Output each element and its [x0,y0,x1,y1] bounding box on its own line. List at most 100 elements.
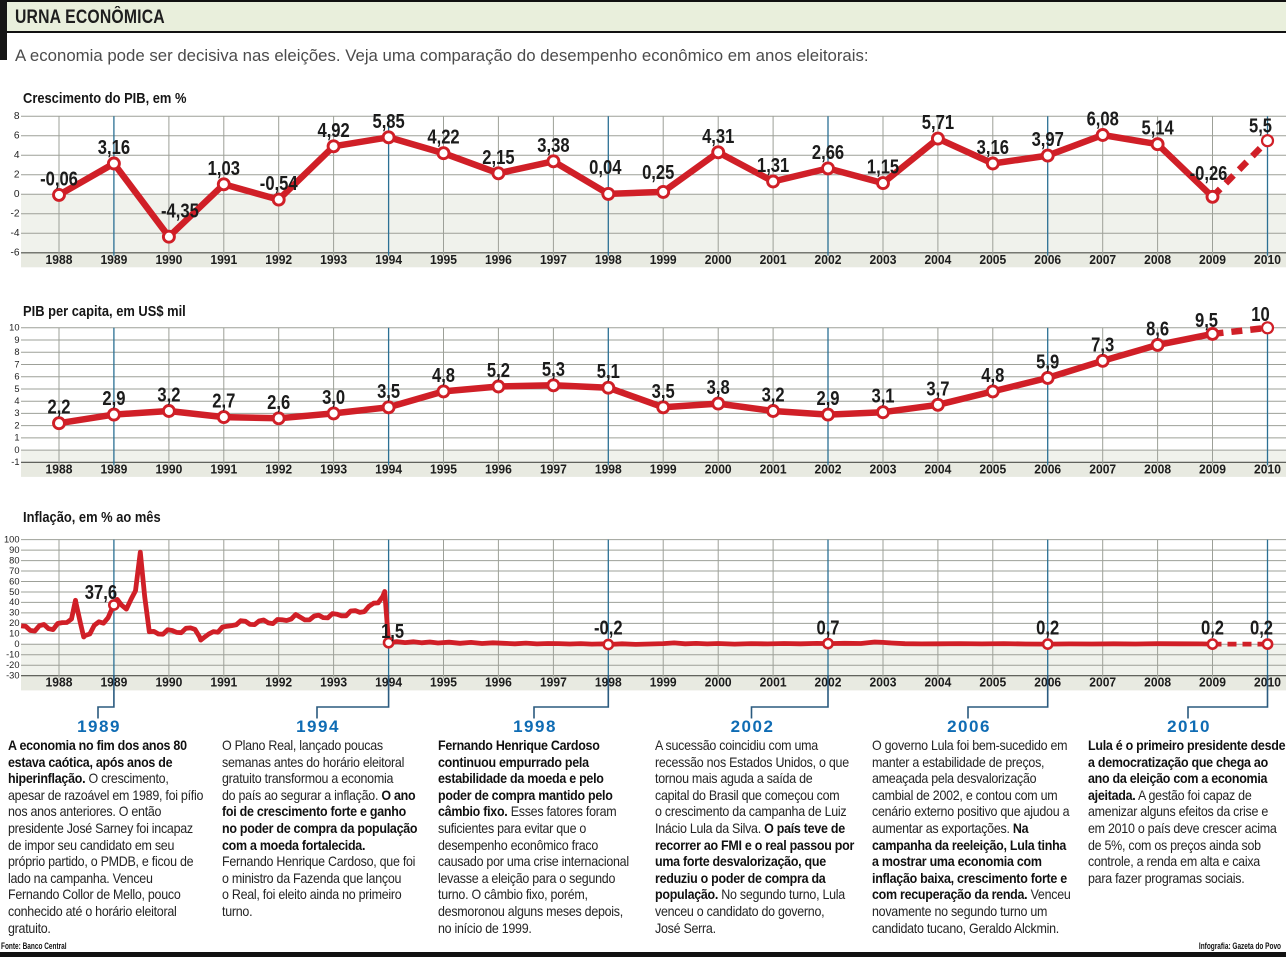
svg-text:4: 4 [14,150,20,161]
svg-text:-2: -2 [10,209,19,220]
svg-text:2009: 2009 [1199,253,1226,267]
svg-text:5,85: 5,85 [372,109,404,132]
svg-text:2002: 2002 [815,253,842,267]
svg-text:3,5: 3,5 [377,379,400,402]
svg-text:2,15: 2,15 [482,145,514,168]
svg-text:5,5: 5,5 [1249,114,1272,137]
svg-text:1: 1 [14,433,19,443]
svg-text:1992: 1992 [265,675,292,689]
svg-text:2009: 2009 [1199,462,1226,476]
svg-text:2005: 2005 [979,253,1006,267]
svg-text:2007: 2007 [1089,675,1116,689]
svg-text:9: 9 [14,335,19,345]
svg-text:2005: 2005 [979,675,1006,689]
svg-text:1990: 1990 [155,462,182,476]
svg-text:0,04: 0,04 [589,155,622,178]
svg-text:2,7: 2,7 [212,389,235,412]
svg-text:1991: 1991 [210,462,237,476]
svg-text:1997: 1997 [540,675,567,689]
svg-text:1995: 1995 [430,462,457,476]
svg-text:2003: 2003 [870,462,897,476]
svg-text:8: 8 [14,111,20,122]
svg-text:1999: 1999 [650,253,677,267]
svg-text:-30: -30 [6,671,19,681]
svg-text:1,5: 1,5 [381,620,404,643]
svg-text:4: 4 [14,396,19,406]
svg-text:1997: 1997 [540,253,567,267]
svg-text:1999: 1999 [650,462,677,476]
svg-text:-4,35: -4,35 [161,199,199,222]
svg-text:1996: 1996 [485,462,512,476]
svg-text:3,38: 3,38 [537,133,569,156]
svg-text:1991: 1991 [210,675,237,689]
svg-text:4,22: 4,22 [427,125,459,148]
svg-text:1996: 1996 [485,675,512,689]
svg-text:30: 30 [9,608,19,618]
svg-text:0,25: 0,25 [642,160,674,183]
svg-text:2,9: 2,9 [102,387,125,410]
svg-text:1993: 1993 [320,675,347,689]
svg-text:2005: 2005 [979,462,1006,476]
svg-text:0: 0 [14,445,19,455]
svg-text:2004: 2004 [924,462,951,476]
svg-text:1999: 1999 [650,675,677,689]
svg-text:4,8: 4,8 [981,363,1004,386]
svg-text:2001: 2001 [760,675,787,689]
svg-text:6,08: 6,08 [1087,107,1119,130]
svg-text:1990: 1990 [155,675,182,689]
svg-text:2004: 2004 [924,675,951,689]
svg-text:1992: 1992 [265,462,292,476]
svg-text:2008: 2008 [1144,675,1171,689]
svg-text:2001: 2001 [760,462,787,476]
svg-text:100: 100 [4,534,20,544]
svg-text:2003: 2003 [870,253,897,267]
svg-text:10: 10 [1251,302,1269,325]
svg-text:7: 7 [14,359,19,369]
svg-text:1998: 1998 [595,253,622,267]
svg-text:-4: -4 [10,228,19,239]
svg-text:2007: 2007 [1089,253,1116,267]
svg-text:5,71: 5,71 [922,111,954,134]
svg-text:0,2: 0,2 [1201,616,1224,639]
svg-text:2008: 2008 [1144,253,1171,267]
svg-text:6: 6 [14,131,20,142]
svg-text:1991: 1991 [210,253,237,267]
svg-text:2006: 2006 [1034,253,1061,267]
svg-text:60: 60 [9,576,19,586]
svg-text:-1: -1 [11,457,19,467]
svg-text:-0,54: -0,54 [260,172,299,195]
svg-text:5,1: 5,1 [597,360,620,383]
svg-text:20: 20 [9,618,19,628]
svg-text:3: 3 [14,408,19,418]
svg-text:3,0: 3,0 [322,385,345,408]
svg-text:-0,06: -0,06 [40,167,78,190]
svg-text:-0,26: -0,26 [1190,161,1228,184]
svg-text:50: 50 [9,587,19,597]
svg-text:80: 80 [9,555,19,565]
svg-text:2: 2 [14,420,19,430]
svg-text:40: 40 [9,597,19,607]
svg-text:1993: 1993 [320,462,347,476]
svg-text:3,8: 3,8 [707,376,730,399]
svg-text:2001: 2001 [760,253,787,267]
svg-text:10: 10 [9,323,19,333]
svg-text:4,31: 4,31 [702,124,734,147]
svg-text:3,16: 3,16 [977,136,1009,159]
svg-text:5,3: 5,3 [542,357,565,380]
svg-text:2000: 2000 [705,675,732,689]
svg-text:3,2: 3,2 [762,383,785,406]
svg-text:2000: 2000 [705,462,732,476]
svg-text:2003: 2003 [870,675,897,689]
svg-text:5,2: 5,2 [487,359,510,382]
svg-text:1989: 1989 [100,253,127,267]
svg-text:8: 8 [14,347,19,357]
svg-text:2010: 2010 [1254,253,1281,267]
svg-text:1988: 1988 [46,253,73,267]
svg-text:2006: 2006 [1034,462,1061,476]
svg-text:37,6: 37,6 [85,581,117,604]
svg-text:0,2: 0,2 [1036,616,1059,639]
svg-text:6: 6 [14,372,19,382]
svg-text:9,5: 9,5 [1195,308,1218,331]
svg-text:3,16: 3,16 [98,136,130,159]
svg-text:1,15: 1,15 [867,155,899,178]
